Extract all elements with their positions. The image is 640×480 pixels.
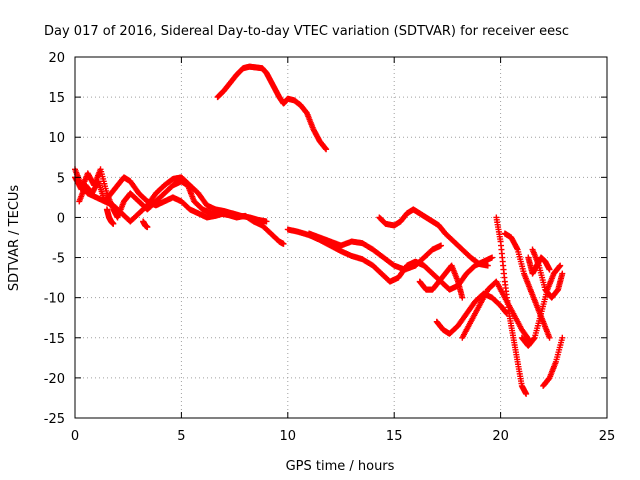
- data-point: [546, 266, 553, 273]
- x-tick-label: 25: [599, 429, 616, 444]
- data-point: [523, 390, 530, 397]
- series-arc-8: [306, 230, 445, 273]
- series-arc-13: [493, 214, 530, 397]
- y-tick-label: -25: [44, 412, 65, 427]
- y-axis-label: SDTVAR / TECUs: [7, 185, 22, 292]
- x-tick-label: 5: [177, 429, 185, 444]
- data-point: [459, 294, 466, 301]
- data-point: [438, 242, 445, 249]
- data-point: [220, 210, 227, 217]
- data-point: [280, 240, 287, 247]
- data-point: [323, 146, 330, 153]
- chart-title: Day 017 of 2016, Sidereal Day-to-day VTE…: [44, 24, 569, 39]
- data-point: [263, 218, 270, 225]
- y-tick-label: -5: [52, 252, 65, 267]
- grid-lines: [75, 57, 607, 418]
- data-point: [110, 220, 117, 227]
- data-point: [489, 254, 496, 261]
- y-tick-label: 10: [48, 131, 65, 146]
- x-axis-label: GPS time / hours: [286, 459, 395, 474]
- data-point: [559, 270, 566, 277]
- y-tick-label: 0: [57, 211, 65, 226]
- series-arc-6: [214, 63, 330, 153]
- data-point: [144, 224, 151, 231]
- x-tick-label: 20: [492, 429, 509, 444]
- data-point: [546, 334, 553, 341]
- data-point: [484, 262, 491, 269]
- y-tick-label: 15: [48, 91, 65, 106]
- x-tick-label: 0: [71, 429, 79, 444]
- y-tick-label: -10: [44, 292, 65, 307]
- data-point: [559, 334, 566, 341]
- axis-ticks: 0 5 10 15 20 25 -25 -20 -15 -10 -5 0 5 10 15 20: [44, 51, 616, 444]
- series-arc-17: [525, 254, 553, 277]
- data-point: [557, 262, 564, 269]
- y-tick-label: 5: [57, 171, 65, 186]
- series-arc-9: [376, 206, 491, 269]
- x-tick-label: 15: [386, 429, 403, 444]
- plot-frame: [74, 56, 608, 419]
- x-tick-label: 10: [280, 429, 297, 444]
- series-arc-4: [103, 206, 117, 227]
- series-arc-3: [76, 174, 227, 221]
- y-tick-label: -20: [44, 372, 65, 387]
- series-arc-10: [416, 262, 466, 301]
- series-arc-18: [540, 334, 566, 389]
- series-arc-15: [518, 262, 564, 349]
- data-series: [72, 63, 566, 397]
- y-tick-label: 20: [48, 51, 65, 66]
- series-arc-5: [140, 218, 151, 231]
- y-tick-label: -15: [44, 332, 65, 347]
